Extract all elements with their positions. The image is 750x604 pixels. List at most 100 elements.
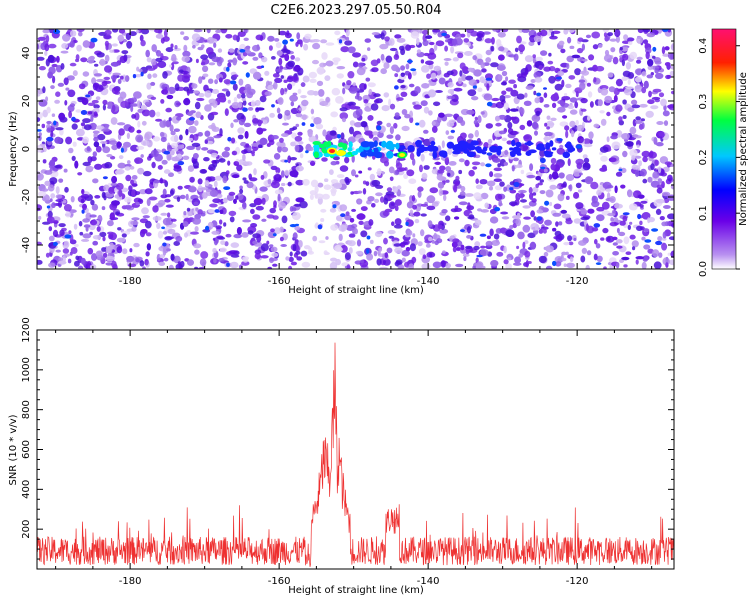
heatmap-cell — [445, 215, 451, 222]
heatmap-cell — [119, 55, 127, 64]
heatmap-cell — [219, 247, 227, 253]
heatmap-cell — [233, 74, 239, 78]
heatmap-cell — [519, 41, 527, 45]
heatmap-cell — [110, 117, 118, 125]
heatmap-cell — [497, 63, 506, 71]
heatmap-cell — [166, 94, 174, 100]
heatmap-cell — [242, 219, 252, 223]
heatmap-cell — [667, 174, 673, 182]
heatmap-cell — [325, 60, 334, 67]
heatmap-cell — [393, 122, 398, 129]
heatmap-cell — [620, 167, 627, 174]
heatmap-cell — [574, 68, 581, 76]
heatmap-cell — [400, 91, 408, 98]
heatmap-cell — [254, 249, 262, 255]
heatmap-cell — [242, 154, 246, 161]
heatmap-cell — [309, 194, 314, 201]
heatmap-cell — [623, 264, 628, 268]
heatmap-cell — [144, 258, 149, 266]
heatmap-cell — [503, 186, 507, 192]
heatmap-cell — [252, 214, 261, 220]
heatmap-cell — [298, 240, 303, 248]
heatmap-cell — [107, 231, 114, 235]
heatmap-cell-strong — [227, 136, 232, 142]
heatmap-cell — [487, 180, 496, 187]
heatmap-cell — [129, 248, 133, 253]
heatmap-cell — [183, 36, 190, 41]
heatmap-cell — [41, 188, 49, 192]
heatmap-cell — [166, 212, 171, 218]
heatmap-cell — [344, 176, 350, 184]
heatmap-cell — [609, 38, 617, 42]
heatmap-cell — [405, 44, 412, 51]
heatmap-cell — [403, 173, 408, 179]
heatmap-cell — [193, 29, 203, 33]
heatmap-cell — [490, 62, 499, 68]
heatmap-cell — [211, 125, 217, 132]
heatmap-cell — [271, 135, 279, 140]
heatmap-cell — [428, 110, 433, 116]
heatmap-cell-strong — [242, 107, 248, 112]
heatmap-cell-strong — [161, 226, 166, 230]
heatmap-cell-strong — [655, 240, 663, 246]
heatmap-cell — [468, 79, 477, 86]
heatmap-cell — [130, 104, 134, 113]
heatmap-cell — [170, 130, 176, 136]
heatmap-cell — [199, 169, 208, 174]
heatmap-cell — [272, 263, 278, 267]
heatmap-cell — [44, 50, 48, 56]
heatmap-cell — [284, 109, 291, 116]
heatmap-cell — [214, 159, 220, 164]
heatmap-cell — [433, 44, 438, 51]
heatmap-cell — [595, 65, 605, 72]
heatmap-cell — [79, 231, 84, 236]
heatmap-cell — [67, 89, 76, 98]
heatmap-cell — [190, 231, 199, 235]
y-tick-label: 400 — [21, 480, 32, 499]
heatmap-cell — [648, 90, 652, 98]
heatmap-cell — [465, 75, 474, 81]
heatmap-cell — [522, 241, 526, 249]
heatmap-cell — [58, 112, 66, 121]
heatmap-cell — [173, 128, 180, 132]
heatmap-cell — [208, 164, 216, 171]
heatmap-cell — [197, 209, 203, 215]
snr-background — [37, 330, 674, 569]
heatmap-cell — [174, 134, 179, 143]
heatmap-cell — [193, 153, 199, 159]
heatmap-cell — [64, 186, 69, 193]
heatmap-cell — [217, 48, 223, 53]
heatmap-cell — [329, 261, 338, 269]
heatmap-cell — [401, 257, 406, 263]
heatmap-cell — [503, 95, 511, 99]
heatmap-cell — [146, 57, 152, 63]
heatmap-signal-cell — [549, 140, 554, 147]
heatmap-cell — [575, 119, 579, 126]
heatmap-cell-strong — [305, 150, 309, 154]
heatmap-cell — [292, 244, 297, 252]
heatmap-cell — [650, 163, 655, 171]
heatmap-cell — [629, 221, 633, 225]
heatmap-cell — [447, 95, 455, 100]
heatmap-cell — [578, 79, 586, 83]
heatmap-cell-strong — [140, 71, 144, 77]
heatmap-cell — [297, 131, 303, 136]
heatmap-cell — [249, 203, 257, 208]
heatmap-cell — [665, 262, 669, 268]
heatmap-cell — [480, 61, 485, 69]
heatmap-signal-cell — [455, 143, 463, 147]
heatmap-cell — [131, 217, 140, 221]
heatmap-cell — [254, 99, 261, 107]
heatmap-cell — [245, 143, 250, 148]
heatmap-cell — [197, 132, 203, 137]
heatmap-cell — [417, 241, 423, 247]
heatmap-cell — [498, 114, 507, 120]
heatmap-cell — [227, 62, 232, 68]
heatmap-cell — [279, 236, 284, 242]
heatmap-cell — [229, 261, 239, 269]
heatmap-cell — [436, 145, 442, 153]
heatmap-cell — [165, 120, 171, 128]
heatmap-signal-cell — [420, 146, 430, 151]
heatmap-cell — [489, 171, 494, 178]
heatmap-cell — [646, 74, 654, 79]
